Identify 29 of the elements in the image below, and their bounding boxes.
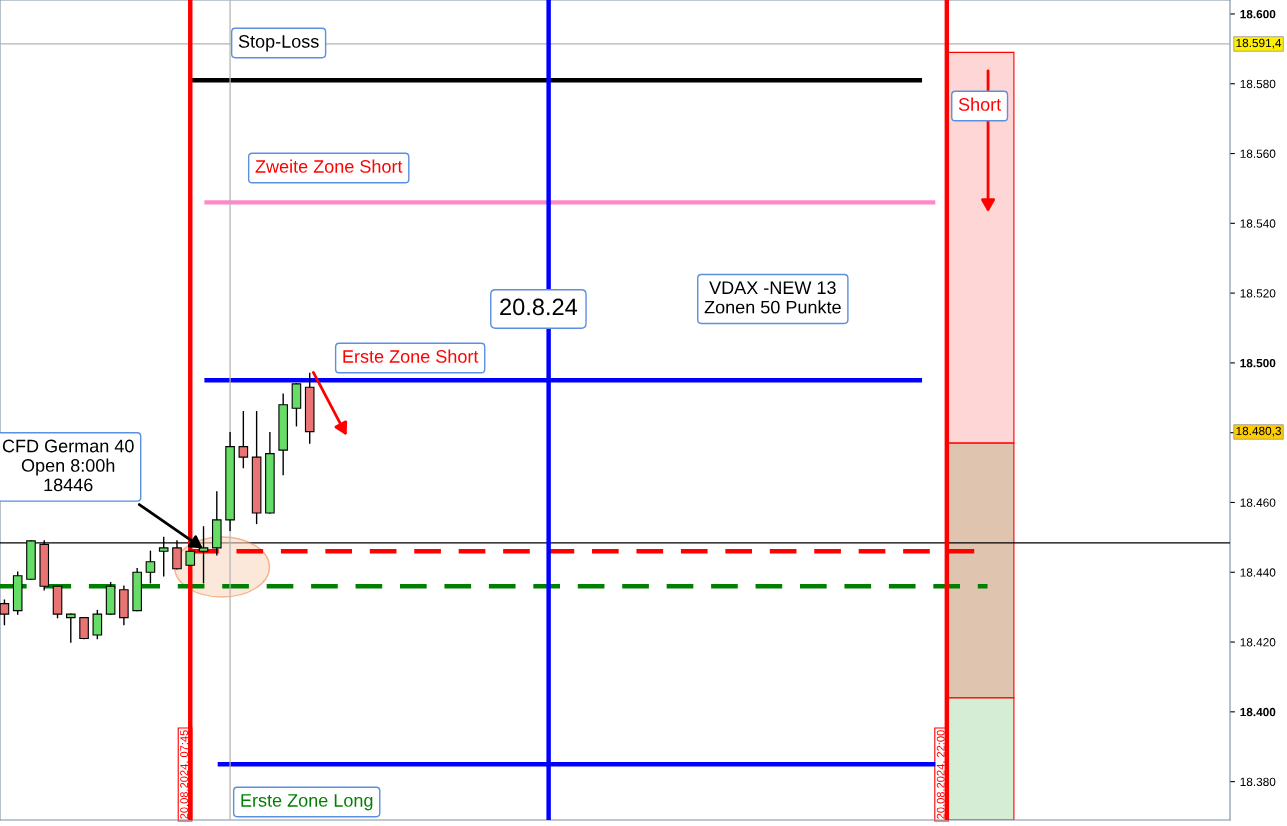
annotation: Zweite Zone Short bbox=[255, 159, 403, 173]
x-tick-label: 20.08.2024, 07:45 bbox=[180, 730, 190, 819]
y-tick-label: 18.440 bbox=[1240, 568, 1276, 577]
text: 18.480,3 bbox=[1236, 426, 1281, 437]
ref-line-label: 18.591,4 bbox=[1236, 38, 1282, 49]
y-tick-label: 18.380 bbox=[1240, 777, 1276, 787]
annotation: Erste Zone Short bbox=[343, 349, 479, 363]
annotation: CFD German 40 Open 8:00h 18446 bbox=[2, 439, 134, 492]
y-tick-label: 18.400 bbox=[1240, 707, 1276, 717]
y-tick-label: 18.500 bbox=[1240, 358, 1276, 368]
candlestick bbox=[79, 616, 89, 640]
y-tick-label: 18.600 bbox=[1240, 9, 1276, 19]
candlestick bbox=[0, 599, 10, 626]
annotation: Short bbox=[958, 97, 1002, 111]
y-tick-label: 18.540 bbox=[1240, 219, 1276, 228]
candlestick bbox=[238, 411, 249, 469]
y-tick-label: 18.520 bbox=[1240, 289, 1276, 298]
y-tick-label: 18.420 bbox=[1240, 638, 1276, 647]
candlestick bbox=[145, 550, 156, 584]
x-tick-label: 20.08.2024, 22:00 bbox=[936, 730, 946, 819]
candlestick bbox=[92, 609, 103, 640]
y-tick-label: 18.460 bbox=[1240, 498, 1276, 507]
candlestick bbox=[65, 613, 76, 643]
annotation: Erste Zone Long bbox=[241, 794, 373, 811]
annotation: VDAX -NEW 13 Zonen 50 Punkte bbox=[704, 281, 841, 314]
y-tick-label: 18.580 bbox=[1240, 79, 1276, 89]
annotation: Stop-Loss bbox=[238, 35, 319, 52]
y-tick-label: 18.560 bbox=[1240, 149, 1276, 158]
annotation: 20.8.24 bbox=[500, 298, 578, 316]
